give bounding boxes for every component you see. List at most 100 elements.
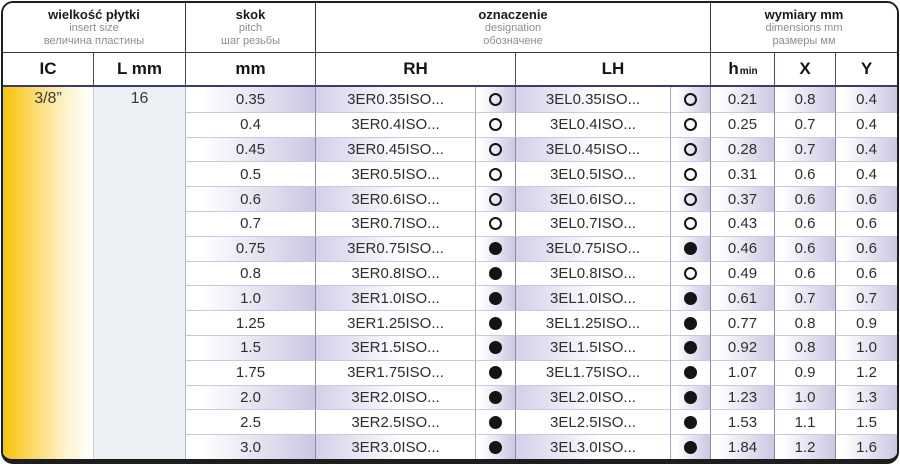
group-label-en: dimensions mm: [765, 22, 843, 35]
h-min-value-cell: 0.28: [711, 136, 775, 162]
y-value-cell: 0.4: [836, 136, 897, 162]
lh-availability-cell: [671, 161, 711, 187]
lh-availability-cell: [671, 409, 711, 435]
h-min-value-cell: 0.92: [711, 334, 775, 360]
open-circle-icon: [489, 142, 502, 156]
lh-designation-cell: 3EL0.5ISO...: [516, 161, 671, 187]
open-circle-icon: [684, 167, 697, 181]
y-value-cell: 1.2: [836, 359, 897, 385]
header-group-pitch: skok pitch шаг резьбы: [186, 3, 316, 53]
pitch-cell: 2.0: [186, 384, 316, 410]
rh-availability-cell: [476, 359, 516, 385]
filled-circle-icon: [489, 242, 502, 256]
group-label-ru: размеры мм: [772, 34, 836, 47]
filled-circle-icon: [684, 316, 697, 330]
group-label-pl: skok: [235, 6, 266, 22]
header-group-insert-size: wielkość płytki insert size величина пла…: [3, 3, 186, 53]
group-label-ru: величина пластины: [43, 34, 145, 47]
lh-designation-cell: 3EL1.75ISO...: [516, 359, 671, 385]
filled-circle-icon: [489, 291, 502, 305]
lh-designation-cell: 3EL3.0ISO...: [516, 434, 671, 459]
lh-availability-cell: [671, 235, 711, 261]
rh-designation-cell: 3ER1.5ISO...: [316, 334, 476, 360]
pitch-cell: 1.75: [186, 359, 316, 385]
rh-designation-cell: 3ER2.5ISO...: [316, 409, 476, 435]
x-value-cell: 0.6: [775, 260, 836, 286]
open-circle-icon: [684, 118, 697, 132]
pitch-cell: 0.8: [186, 260, 316, 286]
open-circle-icon: [489, 92, 502, 106]
column-header-ic: IC: [3, 53, 94, 87]
open-circle-icon: [684, 266, 697, 280]
open-circle-icon: [684, 217, 697, 231]
h-label: h: [728, 59, 739, 78]
x-value-cell: 0.6: [775, 235, 836, 261]
h-min-value-cell: 0.37: [711, 186, 775, 211]
lh-designation-cell: 3EL1.25ISO...: [516, 310, 671, 335]
rh-designation-cell: 3ER1.75ISO...: [316, 359, 476, 385]
filled-circle-icon: [489, 415, 502, 429]
rh-availability-cell: [476, 235, 516, 261]
x-value-cell: 0.8: [775, 310, 836, 335]
x-value-cell: 0.6: [775, 210, 836, 236]
pitch-cell: 0.75: [186, 235, 316, 261]
x-value-cell: 0.6: [775, 161, 836, 187]
filled-circle-icon: [489, 341, 502, 355]
y-value-cell: 0.6: [836, 260, 897, 286]
y-value-cell: 1.6: [836, 434, 897, 459]
group-label-ru: обозначене: [483, 34, 543, 47]
l-mm-cell: 16: [94, 87, 186, 459]
x-value-cell: 1.2: [775, 434, 836, 459]
filled-circle-icon: [684, 242, 697, 256]
open-circle-icon: [684, 142, 697, 156]
rh-availability-cell: [476, 111, 516, 137]
lh-availability-cell: [671, 260, 711, 286]
rh-designation-cell: 3ER3.0ISO...: [316, 434, 476, 459]
rh-designation-cell: 3ER0.35ISO...: [316, 87, 476, 112]
x-value-cell: 0.8: [775, 334, 836, 360]
filled-circle-icon: [684, 390, 697, 404]
lh-availability-cell: [671, 186, 711, 211]
pitch-cell: 1.25: [186, 310, 316, 335]
rh-availability-cell: [476, 310, 516, 335]
group-label-ru: шаг резьбы: [221, 34, 280, 47]
filled-circle-icon: [684, 366, 697, 380]
rh-designation-cell: 3ER0.6ISO...: [316, 186, 476, 211]
rh-availability-cell: [476, 210, 516, 236]
rh-designation-cell: 3ER0.75ISO...: [316, 235, 476, 261]
rh-availability-cell: [476, 161, 516, 187]
pitch-cell: 0.6: [186, 186, 316, 211]
group-label-en: designation: [484, 22, 542, 35]
lh-availability-cell: [671, 210, 711, 236]
open-circle-icon: [489, 167, 502, 181]
h-min-value-cell: 0.49: [711, 260, 775, 286]
lh-designation-cell: 3EL2.0ISO...: [516, 384, 671, 410]
rh-designation-cell: 3ER0.7ISO...: [316, 210, 476, 236]
filled-circle-icon: [489, 440, 502, 454]
y-value-cell: 0.6: [836, 186, 897, 211]
open-circle-icon: [489, 118, 502, 132]
y-value-cell: 0.6: [836, 210, 897, 236]
rh-designation-cell: 3ER0.4ISO...: [316, 111, 476, 137]
column-header-y: Y: [836, 53, 897, 87]
rh-availability-cell: [476, 409, 516, 435]
y-value-cell: 0.4: [836, 87, 897, 112]
x-value-cell: 1.0: [775, 384, 836, 410]
lh-designation-cell: 3EL0.45ISO...: [516, 136, 671, 162]
pitch-cell: 0.35: [186, 87, 316, 112]
lh-designation-cell: 3EL0.4ISO...: [516, 111, 671, 137]
y-value-cell: 0.6: [836, 235, 897, 261]
rh-availability-cell: [476, 260, 516, 286]
lh-availability-cell: [671, 434, 711, 459]
lh-availability-cell: [671, 111, 711, 137]
y-value-cell: 0.7: [836, 285, 897, 311]
rh-designation-cell: 3ER1.25ISO...: [316, 310, 476, 335]
pitch-cell: 2.5: [186, 409, 316, 435]
filled-circle-icon: [489, 266, 502, 280]
lh-designation-cell: 3EL2.5ISO...: [516, 409, 671, 435]
h-min-value-cell: 0.31: [711, 161, 775, 187]
pitch-cell: 3.0: [186, 434, 316, 459]
open-circle-icon: [489, 217, 502, 231]
rh-availability-cell: [476, 285, 516, 311]
